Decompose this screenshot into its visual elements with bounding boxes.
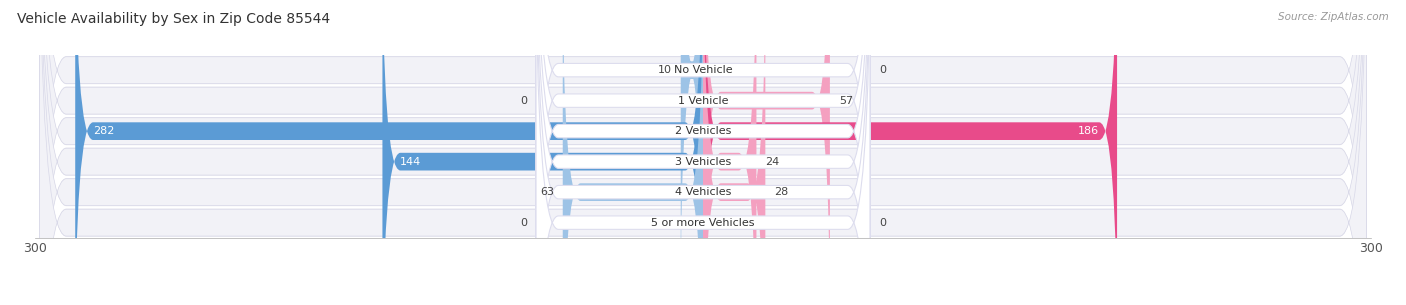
FancyBboxPatch shape	[76, 0, 703, 305]
FancyBboxPatch shape	[39, 0, 1367, 305]
Text: 24: 24	[765, 157, 779, 167]
FancyBboxPatch shape	[703, 0, 830, 305]
FancyBboxPatch shape	[703, 0, 765, 305]
FancyBboxPatch shape	[39, 0, 1367, 305]
Text: 0: 0	[520, 96, 527, 106]
Legend: Male, Female: Male, Female	[633, 304, 773, 305]
Text: No Vehicle: No Vehicle	[673, 65, 733, 75]
Text: 144: 144	[401, 157, 422, 167]
Text: 282: 282	[93, 126, 114, 136]
Text: 186: 186	[1078, 126, 1099, 136]
Text: 0: 0	[879, 218, 886, 228]
Text: 1 Vehicle: 1 Vehicle	[678, 96, 728, 106]
FancyBboxPatch shape	[681, 0, 703, 305]
FancyBboxPatch shape	[536, 0, 870, 305]
Text: 10: 10	[658, 65, 672, 75]
Text: 0: 0	[879, 65, 886, 75]
FancyBboxPatch shape	[39, 0, 1367, 305]
Text: 2 Vehicles: 2 Vehicles	[675, 126, 731, 136]
FancyBboxPatch shape	[39, 0, 1367, 305]
FancyBboxPatch shape	[536, 0, 870, 305]
Text: 63: 63	[540, 187, 554, 197]
FancyBboxPatch shape	[382, 0, 703, 305]
Text: Vehicle Availability by Sex in Zip Code 85544: Vehicle Availability by Sex in Zip Code …	[17, 12, 330, 26]
FancyBboxPatch shape	[536, 0, 870, 305]
FancyBboxPatch shape	[536, 0, 870, 305]
FancyBboxPatch shape	[39, 0, 1367, 305]
FancyBboxPatch shape	[39, 0, 1367, 305]
FancyBboxPatch shape	[39, 0, 1367, 305]
Text: 4 Vehicles: 4 Vehicles	[675, 187, 731, 197]
Text: 3 Vehicles: 3 Vehicles	[675, 157, 731, 167]
FancyBboxPatch shape	[703, 0, 756, 305]
FancyBboxPatch shape	[39, 0, 1367, 305]
Text: 0: 0	[520, 218, 527, 228]
Text: 28: 28	[775, 187, 789, 197]
FancyBboxPatch shape	[39, 0, 1367, 305]
Text: 57: 57	[839, 96, 853, 106]
FancyBboxPatch shape	[536, 0, 870, 305]
FancyBboxPatch shape	[39, 0, 1367, 305]
FancyBboxPatch shape	[562, 0, 703, 305]
Text: 5 or more Vehicles: 5 or more Vehicles	[651, 218, 755, 228]
Text: Source: ZipAtlas.com: Source: ZipAtlas.com	[1278, 12, 1389, 22]
FancyBboxPatch shape	[39, 0, 1367, 305]
FancyBboxPatch shape	[703, 0, 1116, 305]
FancyBboxPatch shape	[39, 0, 1367, 305]
FancyBboxPatch shape	[536, 0, 870, 305]
